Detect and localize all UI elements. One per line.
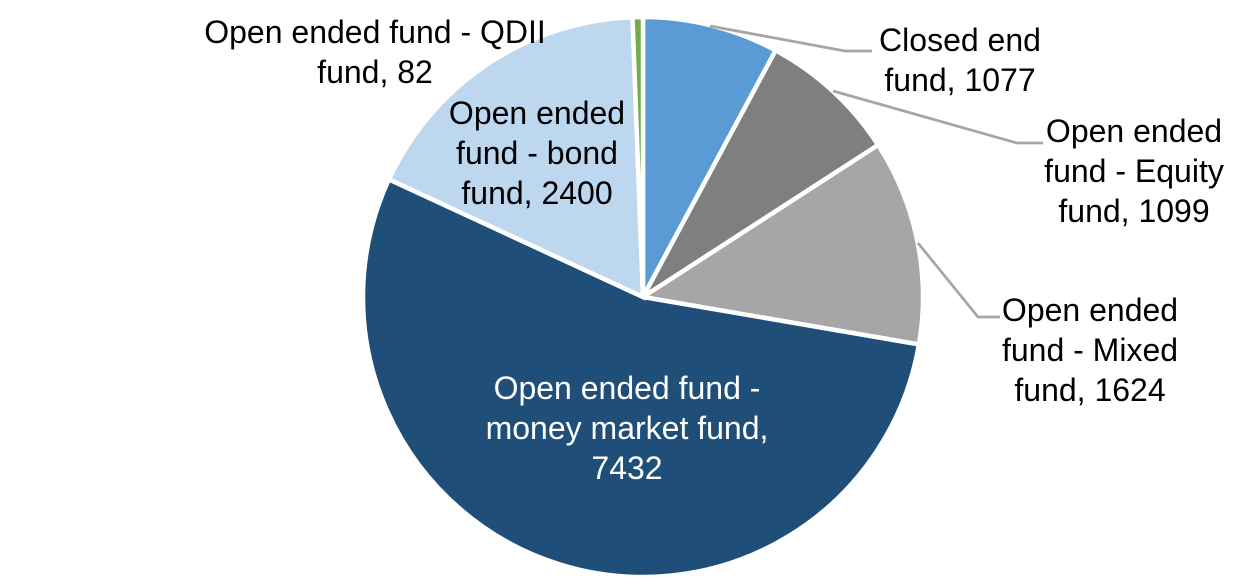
label-line: fund - Equity	[1044, 153, 1224, 189]
leader-line-closed-end-fund	[709, 24, 872, 53]
pie-slice-open-mixed-fund	[636, 141, 926, 348]
label-line: Open ended	[1045, 113, 1223, 149]
data-label-qdii-fund: Open ended fund - QDII fund, 82	[155, 12, 595, 92]
data-label-mixed-fund: Open ended fund - Mixed fund, 1624	[970, 290, 1210, 410]
label-line: Open ended	[1001, 292, 1179, 328]
pie-slice-open-qdii-fund	[630, 14, 646, 298]
label-line: 7432	[591, 450, 663, 486]
label-line: Open ended	[448, 95, 626, 131]
data-label-money-market-fund: Open ended fund - money market fund, 743…	[437, 368, 817, 488]
label-line: Open ended fund - QDII	[204, 14, 546, 50]
data-label-closed-end-fund: Closed end fund, 1077	[830, 20, 1090, 100]
label-line: Closed end	[879, 22, 1041, 58]
label-line: money market fund,	[485, 410, 769, 446]
label-line: fund, 1099	[1058, 193, 1210, 229]
leader-line-open-equity-fund	[832, 89, 1043, 145]
label-line: fund - Mixed	[1001, 332, 1179, 368]
pie-slice-open-equity-fund	[641, 47, 882, 299]
data-label-bond-fund: Open ended fund - bond fund, 2400	[412, 93, 662, 213]
leader-line-open-mixed-fund	[916, 242, 1000, 319]
pie-slice-open-money-market-fund	[360, 176, 922, 580]
label-line: fund - bond	[456, 135, 618, 171]
label-line: fund, 1077	[884, 62, 1036, 98]
data-label-equity-fund: Open ended fund - Equity fund, 1099	[1014, 111, 1250, 231]
label-line: fund, 1624	[1014, 372, 1166, 408]
label-line: fund, 82	[317, 54, 433, 90]
pie-slice-open-bond-fund	[385, 14, 646, 301]
label-line: fund, 2400	[461, 175, 613, 211]
label-line: Open ended fund -	[493, 370, 761, 406]
